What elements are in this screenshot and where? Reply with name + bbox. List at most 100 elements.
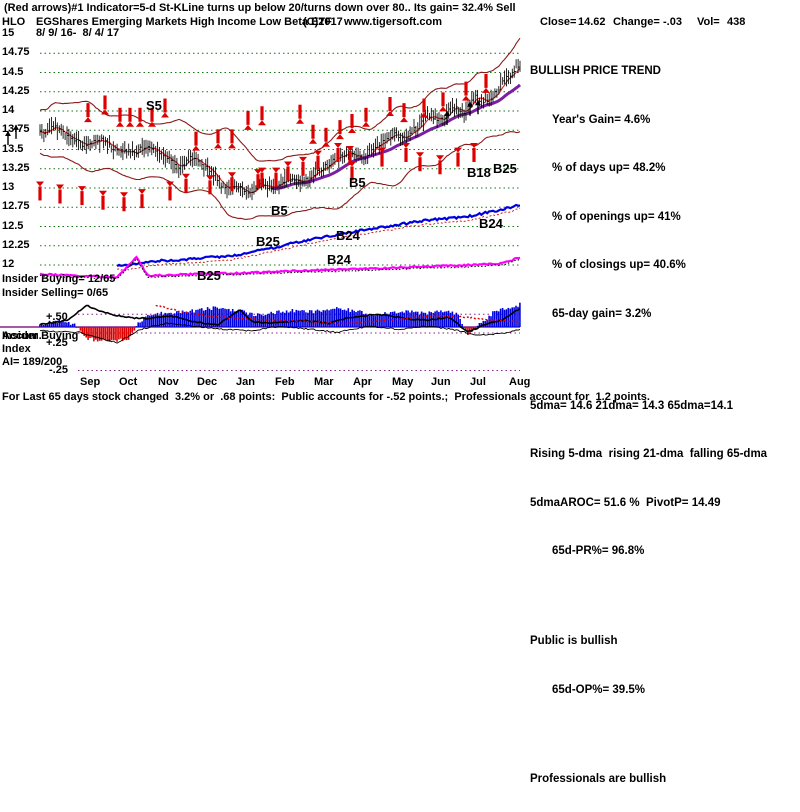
ai-bar xyxy=(239,310,242,327)
ai-bar xyxy=(334,308,336,327)
up-arrow-icon xyxy=(348,161,356,181)
month-label-dec: Dec xyxy=(197,376,218,388)
ai-bar xyxy=(401,311,404,327)
up-arrow-icon xyxy=(228,172,236,192)
ai-bar xyxy=(378,315,380,327)
price-chart[interactable] xyxy=(0,0,800,406)
ai-bar xyxy=(243,310,245,327)
price-tick-13-5: 13.5 xyxy=(2,142,24,155)
ai-bar xyxy=(310,310,313,327)
spacer-2 xyxy=(530,594,798,599)
ai-bar xyxy=(112,327,114,340)
black-signal-arrows xyxy=(5,100,481,146)
ai-bar xyxy=(266,314,269,327)
ai-bar xyxy=(303,310,305,327)
ai-bar xyxy=(152,314,155,327)
ai-bar xyxy=(251,312,253,327)
ai-bar xyxy=(386,313,388,327)
month-label-oct: Oct xyxy=(119,376,138,388)
ai-bar xyxy=(388,314,390,327)
insider-buying: Insider Buying= 12/65 xyxy=(2,273,116,285)
ai-bar xyxy=(81,327,84,334)
ai-bar xyxy=(501,308,504,327)
ai-bar xyxy=(129,327,132,337)
ai-bar xyxy=(384,312,386,327)
down-arrow-icon xyxy=(322,127,330,147)
ai-bar xyxy=(102,327,105,339)
ai-bar xyxy=(79,327,82,331)
ai-axis-plus25: +.25 xyxy=(46,337,68,349)
ai-bar xyxy=(123,327,126,340)
change-value: -.03 xyxy=(663,16,682,28)
month-label-apr: Apr xyxy=(353,376,372,388)
change-label: Change= xyxy=(613,16,660,28)
ai-bar xyxy=(149,315,151,327)
ai-bar xyxy=(41,323,43,327)
down-arrow-icon xyxy=(161,98,169,118)
stat-openings-up: % of openings up= 41% xyxy=(552,210,681,223)
price-tick-13: 13 xyxy=(2,181,15,193)
ai-bar xyxy=(98,327,101,341)
ai-bar xyxy=(189,310,192,327)
ai-bar xyxy=(64,322,66,327)
ai-bar xyxy=(438,311,440,327)
ai-bar xyxy=(274,313,276,327)
chart-label-b24-5: B24 xyxy=(479,216,503,231)
ai-bar xyxy=(131,327,134,333)
ai-bar xyxy=(280,312,282,327)
signal-arrows xyxy=(36,73,490,212)
date-range: 8/ 9/ 16- 8/ 4/ 17 xyxy=(36,27,120,39)
ai-bar xyxy=(162,314,165,327)
ai-bar xyxy=(459,318,461,327)
ai-bar xyxy=(289,311,292,327)
ai-bar xyxy=(87,327,89,340)
closing-power-dotted-line xyxy=(117,207,521,271)
ai-bar xyxy=(176,311,178,327)
ai-bar xyxy=(332,308,334,327)
ai-bar xyxy=(474,327,477,329)
obv-line xyxy=(39,255,521,279)
ai-bar xyxy=(255,315,257,327)
down-arrow-icon xyxy=(362,107,370,127)
month-label-jul: Jul xyxy=(470,376,486,388)
ai-bar xyxy=(69,324,72,327)
chart-label-b24-6: B24 xyxy=(327,252,351,267)
ai-bar xyxy=(328,310,330,327)
up-arrow-icon xyxy=(206,175,214,195)
down-arrow-icon xyxy=(214,129,222,149)
stat-65day-gain: 65-day gain= 3.2% xyxy=(552,307,652,320)
down-arrow-icon xyxy=(400,103,408,123)
ai-bar xyxy=(488,315,490,327)
accumulation-index-chart[interactable] xyxy=(0,0,800,406)
down-arrow-icon xyxy=(420,98,428,118)
ai-bar xyxy=(449,312,452,327)
up-arrow-icon xyxy=(138,189,146,209)
ai-bar xyxy=(210,310,213,327)
op-65d: 65d-OP%= 39.5% xyxy=(552,683,646,696)
up-arrow-icon xyxy=(166,181,174,201)
ai-red-dotted-line xyxy=(155,304,521,325)
up-arrow-icon xyxy=(36,181,44,201)
ai-bar xyxy=(389,312,392,327)
ai-bar xyxy=(492,311,494,327)
black-up-arrow-icon xyxy=(467,101,473,116)
ai-axis-plus50: +.50 xyxy=(46,311,68,323)
ai-bar xyxy=(496,310,498,327)
website-link[interactable]: www.tigersoft.com xyxy=(344,16,442,28)
up-arrow-icon xyxy=(299,156,307,176)
ai-bar xyxy=(118,327,120,340)
down-arrow-icon xyxy=(126,107,134,127)
ai-bar xyxy=(139,322,141,327)
down-arrow-icon xyxy=(439,92,447,112)
ai-bar xyxy=(158,315,161,327)
ai-bar xyxy=(316,309,319,327)
month-label-jan: Jan xyxy=(236,376,255,388)
up-arrow-icon xyxy=(416,152,424,172)
ai-bar xyxy=(222,308,224,327)
ai-bar xyxy=(355,312,357,327)
down-arrow-icon xyxy=(482,73,490,93)
up-arrow-icon xyxy=(436,155,444,175)
pr-65d: 65d-PR%= 96.8% xyxy=(552,545,645,558)
ai-bar xyxy=(145,316,147,327)
ai-bar xyxy=(443,311,446,327)
